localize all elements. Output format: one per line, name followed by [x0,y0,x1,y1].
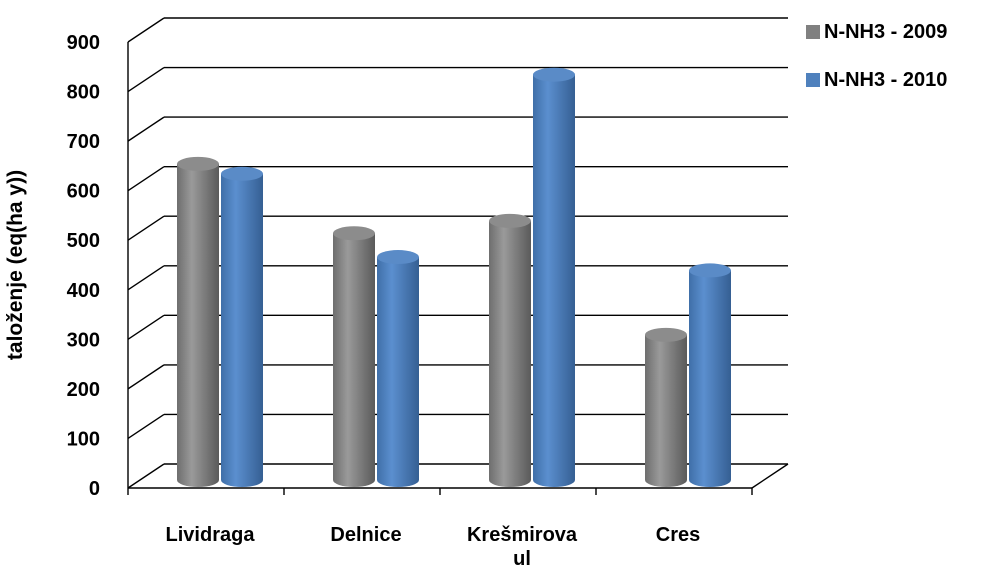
x-tick-label: Lividraga [166,524,256,546]
legend-swatch-2009 [806,25,820,39]
y-tick-label: 500 [67,230,100,252]
legend-swatch-2010 [806,73,820,87]
axes [127,42,789,495]
gridline-diagonal [127,17,165,43]
legend-item-2010: N-NH3 - 2010 [806,62,947,98]
bar-body [489,220,531,487]
bar-n-nh3-2009 [645,327,687,487]
bar-n-nh3-2010 [377,250,419,487]
y-tick-label: 600 [67,181,100,203]
legend: N-NH3 - 2009 N-NH3 - 2010 [806,14,947,110]
bar-top [489,213,531,228]
legend-label-2009: N-NH3 - 2009 [824,20,948,43]
y-axis-title-wrap: taloženje (eq(ha y)) [2,0,42,569]
bar-body [533,74,575,487]
bar-body [645,334,687,487]
y-tick-label: 800 [67,82,100,104]
bar-top [689,263,731,278]
gridline-diagonal [127,215,165,241]
bar-body [221,173,263,488]
gridline-diagonal [127,463,165,489]
bar-top [221,166,263,181]
bar-body [377,257,419,487]
y-tick-label: 900 [67,32,100,54]
gridline-diagonal [127,66,165,93]
gridline-diagonal [127,116,165,142]
gridline-diagonal [127,314,165,340]
bar-top [645,327,687,342]
gridline-diagonal [127,364,165,390]
x-tick-label: Krešmirova ul [467,524,578,569]
bar-n-nh3-2010 [689,263,731,487]
y-tick-label: 200 [67,379,100,401]
y-axis-title: taloženje (eq(ha y)) [4,170,27,360]
bars [177,67,731,488]
bar-body [689,270,731,487]
y-tick-label: 700 [67,131,100,153]
bar-n-nh3-2009 [333,226,375,487]
gridline-diagonal [127,166,165,192]
y-tick-label: 0 [89,478,100,500]
axis-labels: 0 100 200 300 400 500 600 700 800 900 Lividraga Del… [67,32,701,570]
y-tick-label: 300 [67,329,100,351]
bar-n-nh3-2010 [533,67,575,487]
x-tick-label: Cres [656,524,700,546]
gridline-diagonal [127,265,165,291]
gridline-diagonal [127,413,165,440]
bar-n-nh3-2009 [177,156,219,487]
bar-body [177,163,219,487]
x-tick-label: Delnice [330,524,401,546]
y-tick-label: 100 [67,428,100,450]
gridlines [127,17,788,489]
bar-top [533,67,575,82]
bar-n-nh3-2009 [489,213,531,487]
floor-right-edge [751,463,789,489]
bar-body [333,233,375,487]
bar-top [377,250,419,265]
bar-n-nh3-2010 [221,166,263,488]
y-tick-label: 400 [67,280,100,302]
legend-label-2010: N-NH3 - 2010 [824,68,948,91]
bar-top [177,156,219,171]
bar-top [333,226,375,241]
legend-item-2009: N-NH3 - 2009 [806,14,947,50]
